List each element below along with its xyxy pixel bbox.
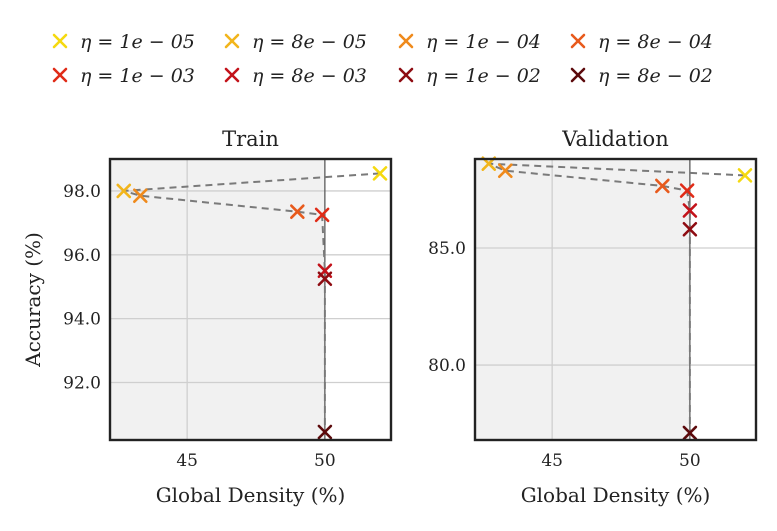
data-point-4	[679, 183, 695, 198]
y-tick-label-2: 96.0	[63, 246, 101, 266]
data-point-7	[682, 425, 698, 441]
legend-label-1: η = 8e − 05	[252, 31, 367, 53]
plot-frame	[108, 157, 393, 442]
x-axis-label: Global Density (%)	[521, 483, 711, 507]
y-tick-label-0: 80.0	[428, 356, 466, 376]
legend-marker-1	[224, 33, 240, 49]
legend-marker-3	[570, 33, 586, 49]
data-point-6	[317, 271, 333, 287]
data-point-1	[116, 183, 132, 199]
data-point-0	[737, 168, 753, 183]
x-axis-label: Global Density (%)	[156, 483, 346, 507]
data-point-0	[372, 166, 388, 181]
legend: η = 1e − 05 η = 8e − 05 η = 1e − 04 η = 8e …	[52, 31, 713, 87]
legend-label-6: η = 1e − 02	[426, 65, 541, 87]
data-point-4	[314, 207, 330, 223]
data-point-2	[498, 163, 513, 179]
legend-label-2: η = 1e − 04	[426, 31, 541, 53]
data-point-2	[133, 188, 148, 204]
legend-marker-2	[398, 33, 414, 49]
legend-label-0: η = 1e − 05	[80, 31, 195, 53]
series-line	[488, 162, 746, 433]
x-tick-label-0: 45	[176, 451, 198, 471]
legend-label-3: η = 8e − 04	[598, 31, 713, 53]
legend-marker-4	[52, 67, 68, 83]
y-tick-label-3: 98.0	[63, 182, 101, 202]
legend-label-4: η = 1e − 03	[80, 65, 195, 87]
panel-validation: 45 50 80.0 85.0 Validation Global Density (%)	[428, 127, 758, 507]
panel-title: Train	[222, 127, 279, 151]
legend-marker-5	[224, 67, 240, 83]
panel-train: 45 50 92.0 94.0 96.0 98.0 Train Global Density …	[21, 127, 393, 507]
data-point-3	[290, 204, 305, 219]
y-tick-label-1: 85.0	[428, 239, 466, 259]
legend-label-5: η = 8e − 03	[252, 65, 367, 87]
data-point-7	[317, 424, 333, 440]
legend-label-7: η = 8e − 02	[598, 65, 713, 87]
legend-marker-7	[570, 67, 586, 83]
plot-frame	[473, 157, 758, 442]
y-tick-label-0: 92.0	[63, 374, 101, 394]
y-axis-label: Accuracy (%)	[21, 232, 45, 368]
x-tick-label-1: 50	[314, 451, 336, 471]
legend-marker-6	[398, 67, 414, 83]
data-point-5	[682, 203, 698, 218]
legend-marker-0	[52, 33, 68, 49]
region-above-density	[689, 159, 756, 440]
x-tick-label-1: 50	[679, 451, 701, 471]
region-above-density	[324, 159, 391, 440]
y-tick-label-1: 94.0	[63, 310, 101, 330]
x-tick-label-0: 45	[541, 451, 563, 471]
panel-title: Validation	[561, 127, 668, 151]
data-point-6	[682, 221, 698, 237]
data-point-3	[655, 178, 670, 194]
panels: 45 50 92.0 94.0 96.0 98.0 Train Global Density …	[21, 127, 758, 507]
